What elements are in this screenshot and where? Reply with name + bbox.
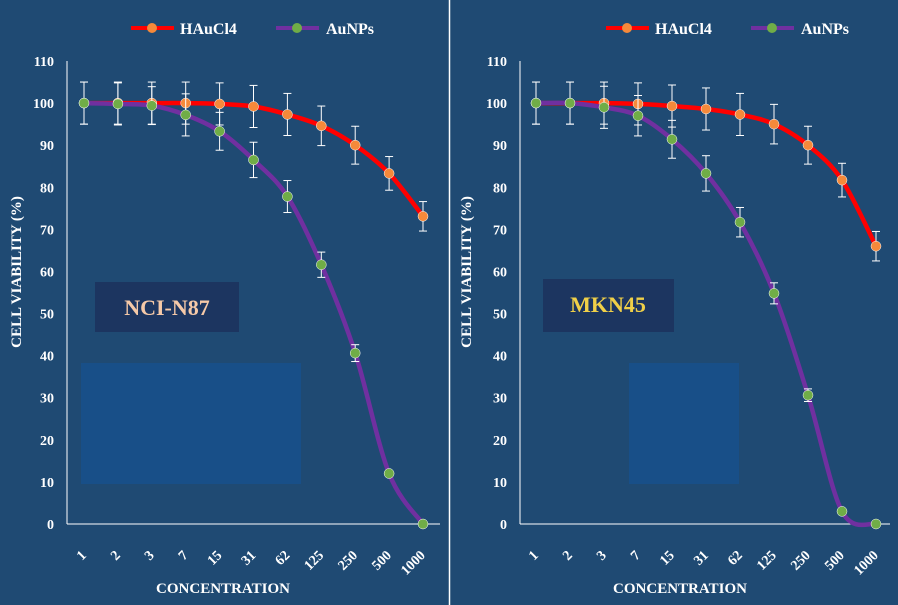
legend-label-hauc14: HAuCl4 <box>655 21 712 38</box>
y-tick-label: 90 <box>40 139 54 154</box>
legend-marker-hauc14 <box>622 23 632 33</box>
data-point-haucl4 <box>214 98 225 110</box>
data-point-haucl4 <box>870 240 882 252</box>
y-tick-label: 70 <box>493 223 507 238</box>
data-point-aunps <box>734 216 746 228</box>
data-point-aunps <box>282 191 293 202</box>
data-point-aunps <box>180 109 191 121</box>
chart-panel-nci-n87: NCI-N87 CONCENTRATION CELL VIABILITY (%)… <box>9 21 440 597</box>
data-point-haucl4 <box>700 103 712 115</box>
y-axis-title: CELL VIABILITY (%) <box>459 196 475 348</box>
data-point-aunps <box>383 468 395 479</box>
chart-panel-mkn45: MKN45 CONCENTRATION CELL VIABILITY (%) H… <box>459 21 890 597</box>
series-layer <box>78 81 429 530</box>
data-point-haucl4 <box>383 168 395 179</box>
y-tick-label: 30 <box>493 392 507 407</box>
y-tick-label: 60 <box>493 265 507 280</box>
legend-marker-aunps <box>767 23 777 33</box>
data-point-aunps <box>768 288 780 299</box>
series-haucl4 <box>530 81 882 262</box>
y-tick-label: 40 <box>40 350 54 365</box>
data-point-aunps <box>836 506 848 517</box>
legend-label-aunps: AuNPs <box>326 21 374 38</box>
series-aunps <box>78 81 429 530</box>
y-tick-label: 70 <box>40 223 54 238</box>
series-layer <box>530 81 882 530</box>
y-tick-label: 0 <box>47 518 54 533</box>
data-point-haucl4 <box>836 174 848 186</box>
data-point-aunps <box>598 102 610 113</box>
y-tick-label: 10 <box>493 476 507 491</box>
data-point-aunps <box>564 97 576 109</box>
y-tick-label: 100 <box>486 97 507 112</box>
y-tick-label: 40 <box>493 350 507 365</box>
legend-marker-hauc14 <box>147 23 157 33</box>
x-axis-title: CONCENTRATION <box>156 581 290 597</box>
y-tick-label: 110 <box>487 55 507 70</box>
y-tick-label: 80 <box>493 181 507 196</box>
y-tick-label: 90 <box>493 139 507 154</box>
y-axis-title: CELL VIABILITY (%) <box>9 196 25 348</box>
cell-line-label-box <box>543 279 674 332</box>
legend-label-hauc14: HAuCl4 <box>180 21 237 38</box>
y-tick-label: 20 <box>40 434 54 449</box>
data-point-haucl4 <box>417 211 429 222</box>
y-tick-label: 110 <box>34 55 54 70</box>
data-point-aunps <box>146 100 158 111</box>
y-tick-label: 50 <box>40 308 54 323</box>
data-point-aunps <box>530 97 542 109</box>
x-axis-title: CONCENTRATION <box>613 581 747 597</box>
y-tick-label: 50 <box>493 308 507 323</box>
data-point-aunps <box>248 154 259 166</box>
decorative-shaded-block <box>81 363 301 484</box>
data-point-aunps <box>802 389 814 401</box>
data-point-aunps <box>78 97 90 109</box>
data-point-haucl4 <box>349 139 361 151</box>
data-point-aunps <box>417 518 429 530</box>
decorative-shaded-block <box>629 363 739 484</box>
data-point-haucl4 <box>248 101 259 112</box>
data-point-aunps <box>316 259 327 270</box>
data-point-aunps <box>349 347 361 359</box>
y-tick-label: 10 <box>40 476 54 491</box>
data-point-haucl4 <box>802 139 814 151</box>
data-point-aunps <box>700 168 712 179</box>
data-point-aunps <box>666 134 678 145</box>
data-point-aunps <box>112 98 124 110</box>
data-point-haucl4 <box>282 109 293 120</box>
legend-label-aunps: AuNPs <box>801 21 849 38</box>
data-point-haucl4 <box>316 120 327 132</box>
cell-line-label: NCI-N87 <box>124 295 210 320</box>
y-tick-label: 30 <box>40 392 54 407</box>
data-point-haucl4 <box>734 109 746 120</box>
series-aunps <box>530 81 882 530</box>
legend-marker-aunps <box>292 23 302 33</box>
data-point-aunps <box>632 110 644 121</box>
data-point-haucl4 <box>768 118 780 130</box>
data-point-aunps <box>214 126 225 137</box>
cell-line-label: MKN45 <box>570 292 646 317</box>
y-tick-label: 80 <box>40 181 54 196</box>
y-tick-label: 20 <box>493 434 507 449</box>
legend: HAuCl4 AuNPs <box>131 21 374 38</box>
data-point-haucl4 <box>666 100 678 112</box>
data-point-aunps <box>870 518 882 530</box>
y-tick-label: 0 <box>500 518 507 533</box>
cell-line-label-box <box>95 282 239 332</box>
y-tick-label: 60 <box>40 265 54 280</box>
legend: HAuCl4 AuNPs <box>606 21 849 38</box>
y-tick-label: 100 <box>33 97 54 112</box>
